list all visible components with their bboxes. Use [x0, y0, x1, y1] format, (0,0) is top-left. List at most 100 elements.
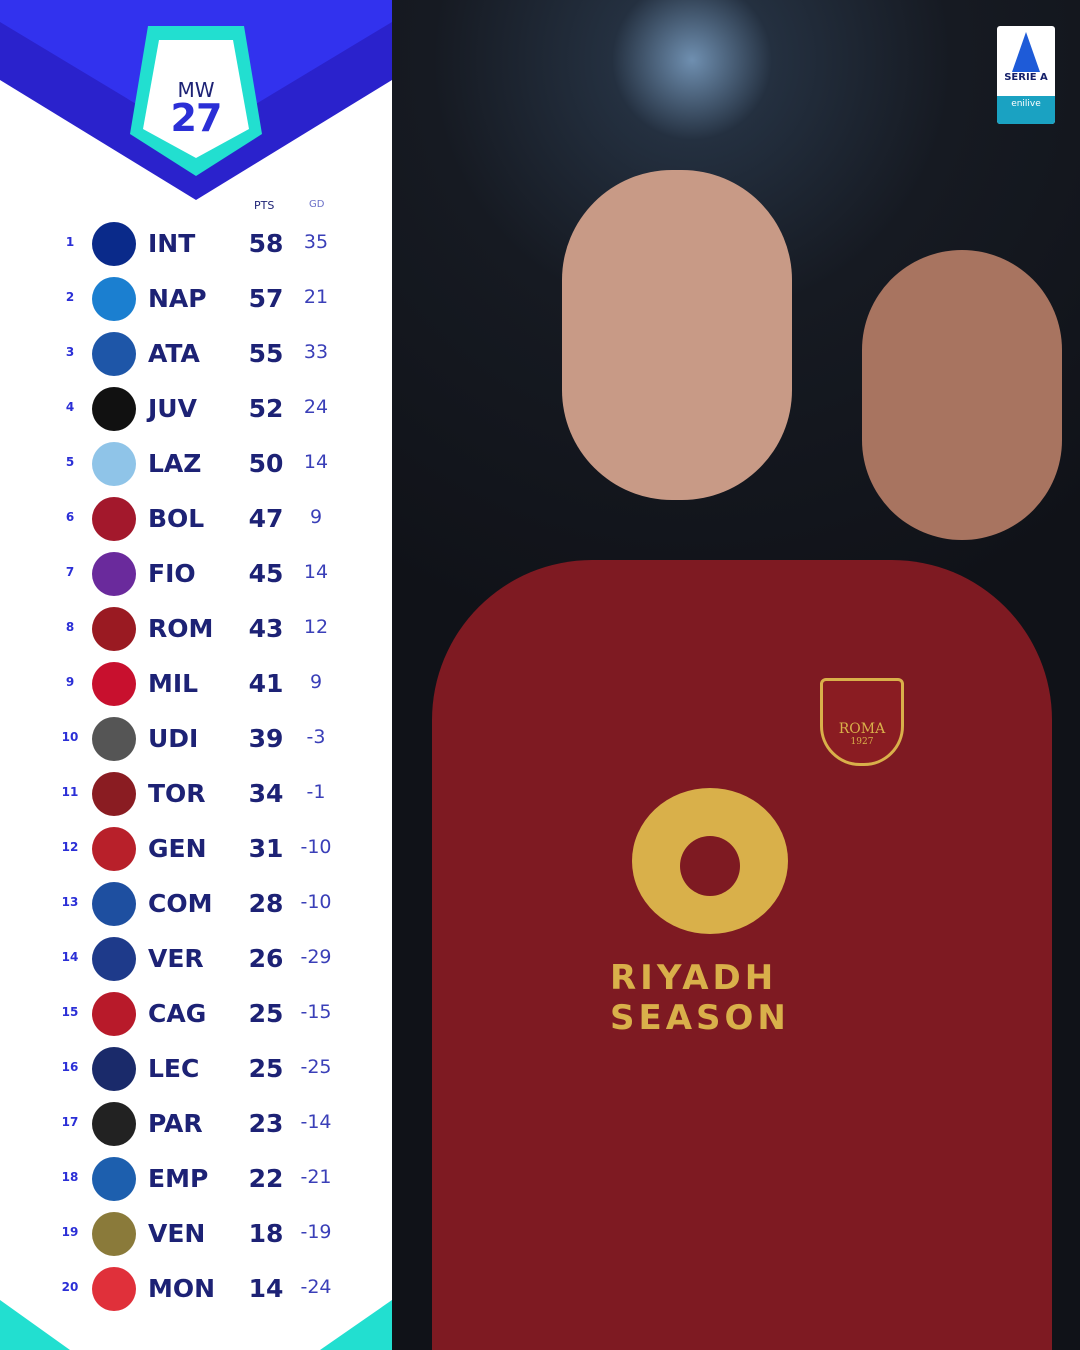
goal-difference: -14	[300, 1111, 332, 1133]
goal-difference: 24	[303, 396, 329, 418]
gd-header: GD	[309, 199, 325, 210]
league-sponsor: enilive	[997, 96, 1055, 124]
goal-difference: 35	[303, 231, 329, 253]
team-abbr: ATA	[148, 339, 200, 368]
goal-difference: 9	[309, 506, 323, 528]
team-abbr: MIL	[148, 669, 199, 698]
rank: 16	[61, 1060, 79, 1074]
goal-difference: -3	[306, 726, 326, 748]
rank: 14	[61, 950, 79, 964]
team-crest-icon	[92, 1267, 136, 1311]
table-row: 6 BOL 47 9	[0, 494, 392, 544]
team-crest-icon	[92, 497, 136, 541]
rank: 20	[61, 1280, 79, 1294]
roma-crest: ROMA 1927	[820, 678, 904, 766]
points: 18	[248, 1219, 284, 1248]
points: 25	[248, 1054, 284, 1083]
points: 25	[248, 999, 284, 1028]
goal-difference: 9	[309, 671, 323, 693]
points: 34	[248, 779, 284, 808]
team-abbr: INT	[148, 229, 196, 258]
player-head	[562, 170, 792, 500]
team-abbr: NAP	[148, 284, 207, 313]
goal-difference: -24	[300, 1276, 332, 1298]
points: 52	[248, 394, 284, 423]
rank: 1	[65, 235, 75, 249]
table-row: 10 UDI 39 -3	[0, 714, 392, 764]
table-row: 14 VER 26 -29	[0, 934, 392, 984]
points: 58	[248, 229, 284, 258]
points: 22	[248, 1164, 284, 1193]
sponsor-logo	[632, 788, 788, 934]
team-abbr: EMP	[148, 1164, 209, 1193]
rank: 13	[61, 895, 79, 909]
goal-difference: 14	[303, 561, 329, 583]
goal-difference: -10	[300, 891, 332, 913]
points: 23	[248, 1109, 284, 1138]
table-row: 9 MIL 41 9	[0, 659, 392, 709]
team-crest-icon	[92, 1157, 136, 1201]
team-crest-icon	[92, 1047, 136, 1091]
table-row: 19 VEN 18 -19	[0, 1209, 392, 1259]
team-abbr: PAR	[148, 1109, 203, 1138]
team-crest-icon	[92, 552, 136, 596]
crest-year: 1927	[850, 737, 874, 747]
goal-difference: 14	[303, 451, 329, 473]
teammate-head	[862, 250, 1062, 540]
goal-difference: -25	[300, 1056, 332, 1078]
team-crest-icon	[92, 607, 136, 651]
team-crest-icon	[92, 937, 136, 981]
rank: 18	[61, 1170, 79, 1184]
goal-difference: -19	[300, 1221, 332, 1243]
points: 50	[248, 449, 284, 478]
team-crest-icon	[92, 772, 136, 816]
team-crest-icon	[92, 332, 136, 376]
points: 39	[248, 724, 284, 753]
matchweek-number: 27	[170, 96, 223, 140]
table-row: 2 NAP 57 21	[0, 274, 392, 324]
goal-difference: -21	[300, 1166, 332, 1188]
rank: 8	[65, 620, 75, 634]
rank: 15	[61, 1005, 79, 1019]
points: 43	[248, 614, 284, 643]
table-row: 11 TOR 34 -1	[0, 769, 392, 819]
team-abbr: VER	[148, 944, 204, 973]
goal-difference: 21	[303, 286, 329, 308]
team-abbr: TOR	[148, 779, 206, 808]
table-row: 8 ROM 43 12	[0, 604, 392, 654]
table-row: 15 CAG 25 -15	[0, 989, 392, 1039]
table-row: 20 MON 14 -24	[0, 1264, 392, 1314]
rank: 7	[65, 565, 75, 579]
goal-difference: 12	[303, 616, 329, 638]
team-crest-icon	[92, 662, 136, 706]
rank: 6	[65, 510, 75, 524]
team-abbr: UDI	[148, 724, 199, 753]
team-crest-icon	[92, 827, 136, 871]
team-crest-icon	[92, 442, 136, 486]
rank: 2	[65, 290, 75, 304]
table-row: 12 GEN 31 -10	[0, 824, 392, 874]
team-abbr: COM	[148, 889, 213, 918]
team-crest-icon	[92, 882, 136, 926]
points: 41	[248, 669, 284, 698]
rank: 11	[61, 785, 79, 799]
points: 26	[248, 944, 284, 973]
goal-difference: 33	[303, 341, 329, 363]
team-abbr: LAZ	[148, 449, 202, 478]
points: 45	[248, 559, 284, 588]
table-row: 4 JUV 52 24	[0, 384, 392, 434]
team-crest-icon	[92, 1212, 136, 1256]
team-crest-icon	[92, 717, 136, 761]
table-row: 5 LAZ 50 14	[0, 439, 392, 489]
points: 31	[248, 834, 284, 863]
points: 14	[248, 1274, 284, 1303]
points: 55	[248, 339, 284, 368]
league-name: SERIE A	[1004, 72, 1048, 83]
team-abbr: FIO	[148, 559, 196, 588]
player-photo	[392, 0, 1080, 1350]
points: 28	[248, 889, 284, 918]
sponsor-text: RIYADH SEASON	[610, 958, 790, 1038]
team-abbr: JUV	[148, 394, 197, 423]
rank: 9	[65, 675, 75, 689]
standings-panel: MW 27 PTS GD 1 INT 58 35 2 NAP 57 21 3 ATA…	[0, 0, 392, 1350]
